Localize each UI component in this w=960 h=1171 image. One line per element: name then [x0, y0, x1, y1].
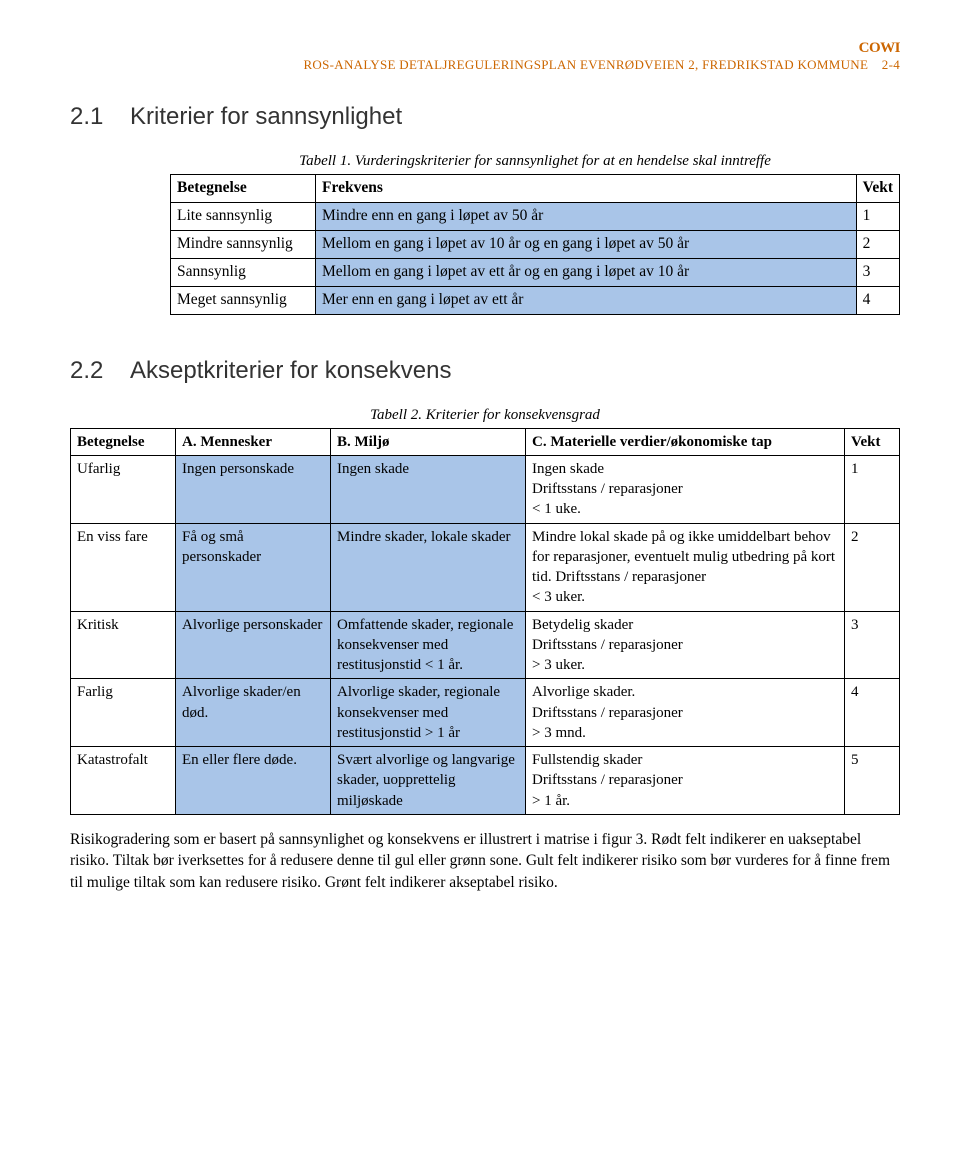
- table-header-row: Betegnelse A. Mennesker B. Miljø C. Mate…: [71, 428, 900, 455]
- table1-caption: Tabell 1. Vurderingskriterier for sannsy…: [170, 153, 900, 170]
- table-row: Lite sannsynligMindre enn en gang i løpe…: [171, 202, 900, 230]
- cell-designation: Katastrofalt: [71, 747, 176, 815]
- cell-material: Fullstendig skader Driftsstans / reparas…: [526, 747, 845, 815]
- col-header: Betegnelse: [171, 175, 316, 203]
- table2-caption-text: Kriterier for konsekvensgrad: [426, 407, 600, 423]
- col-header: Vekt: [856, 175, 899, 203]
- col-header: C. Materielle verdier/økonomiske tap: [526, 428, 845, 455]
- cell-people: Ingen personskade: [176, 455, 331, 523]
- cell-weight: 3: [856, 258, 899, 286]
- section-title: Akseptkriterier for konsekvens: [130, 357, 451, 384]
- cell-material: Mindre lokal skade på og ikke umiddelbar…: [526, 523, 845, 611]
- brand-logo: COWI: [72, 40, 900, 57]
- cell-frequency: Mer enn en gang i løpet av ett år: [316, 286, 857, 314]
- cell-environment: Svært alvorlige og langvarige skader, uo…: [331, 747, 526, 815]
- col-header: Vekt: [845, 428, 900, 455]
- table-row: En viss fareFå og små personskaderMindre…: [71, 523, 900, 611]
- table-consequence-criteria: Betegnelse A. Mennesker B. Miljø C. Mate…: [70, 428, 900, 815]
- cell-environment: Omfattende skader, regionale konsekvense…: [331, 611, 526, 679]
- col-header: B. Miljø: [331, 428, 526, 455]
- cell-people: Alvorlige personskader: [176, 611, 331, 679]
- page: COWI ROS-ANALYSE DETALJREGULERINGSPLAN E…: [0, 0, 960, 958]
- cell-people: Alvorlige skader/en død.: [176, 679, 331, 747]
- table-row: Meget sannsynligMer enn en gang i løpet …: [171, 286, 900, 314]
- cell-weight: 5: [845, 747, 900, 815]
- cell-designation: Meget sannsynlig: [171, 286, 316, 314]
- cell-weight: 2: [856, 230, 899, 258]
- table-header-row: Betegnelse Frekvens Vekt: [171, 175, 900, 203]
- cell-designation: Farlig: [71, 679, 176, 747]
- section-title: Kriterier for sannsynlighet: [130, 103, 402, 130]
- cell-designation: Kritisk: [71, 611, 176, 679]
- cell-frequency: Mellom en gang i løpet av ett år og en g…: [316, 258, 857, 286]
- table-row: SannsynligMellom en gang i løpet av ett …: [171, 258, 900, 286]
- doc-title: ROS-ANALYSE DETALJREGULERINGSPLAN EVENRØ…: [303, 57, 868, 72]
- cell-people: Få og små personskader: [176, 523, 331, 611]
- risk-grading-paragraph: Risikogradering som er basert på sannsyn…: [70, 829, 900, 893]
- cell-weight: 3: [845, 611, 900, 679]
- cell-people: En eller flere døde.: [176, 747, 331, 815]
- table1-caption-label: Tabell 1.: [299, 153, 351, 169]
- cell-material: Betydelig skader Driftsstans / reparasjo…: [526, 611, 845, 679]
- cell-material: Alvorlige skader. Driftsstans / reparasj…: [526, 679, 845, 747]
- table-row: FarligAlvorlige skader/en død.Alvorlige …: [71, 679, 900, 747]
- cell-material: Ingen skade Driftsstans / reparasjoner <…: [526, 455, 845, 523]
- table2-caption: Tabell 2. Kriterier for konsekvensgrad: [70, 407, 900, 424]
- cell-weight: 2: [845, 523, 900, 611]
- table-probability-criteria: Betegnelse Frekvens Vekt Lite sannsynlig…: [170, 174, 900, 315]
- cell-weight: 1: [845, 455, 900, 523]
- section-heading-2: 2.2Akseptkriterier for konsekvens: [70, 357, 900, 385]
- table-row: UfarligIngen personskadeIngen skadeIngen…: [71, 455, 900, 523]
- cell-frequency: Mindre enn en gang i løpet av 50 år: [316, 202, 857, 230]
- cell-designation: En viss fare: [71, 523, 176, 611]
- page-header: COWI ROS-ANALYSE DETALJREGULERINGSPLAN E…: [70, 40, 900, 73]
- cell-designation: Mindre sannsynlig: [171, 230, 316, 258]
- cell-designation: Lite sannsynlig: [171, 202, 316, 230]
- cell-environment: Ingen skade: [331, 455, 526, 523]
- cell-frequency: Mellom en gang i løpet av 10 år og en ga…: [316, 230, 857, 258]
- table1-caption-text: Vurderingskriterier for sannsynlighet fo…: [355, 153, 771, 169]
- table-row: Mindre sannsynligMellom en gang i løpet …: [171, 230, 900, 258]
- table2-caption-label: Tabell 2.: [370, 407, 422, 423]
- page-number: 2-4: [882, 57, 900, 72]
- col-header: Betegnelse: [71, 428, 176, 455]
- col-header: Frekvens: [316, 175, 857, 203]
- cell-designation: Sannsynlig: [171, 258, 316, 286]
- col-header: A. Mennesker: [176, 428, 331, 455]
- cell-weight: 1: [856, 202, 899, 230]
- cell-weight: 4: [845, 679, 900, 747]
- cell-weight: 4: [856, 286, 899, 314]
- cell-environment: Mindre skader, lokale skader: [331, 523, 526, 611]
- section-number: 2.2: [70, 357, 130, 385]
- section-number: 2.1: [70, 103, 130, 131]
- table-row: KritiskAlvorlige personskaderOmfattende …: [71, 611, 900, 679]
- cell-environment: Alvorlige skader, regionale konsekvenser…: [331, 679, 526, 747]
- cell-designation: Ufarlig: [71, 455, 176, 523]
- table-row: KatastrofaltEn eller flere døde.Svært al…: [71, 747, 900, 815]
- section-heading-1: 2.1Kriterier for sannsynlighet: [70, 103, 900, 131]
